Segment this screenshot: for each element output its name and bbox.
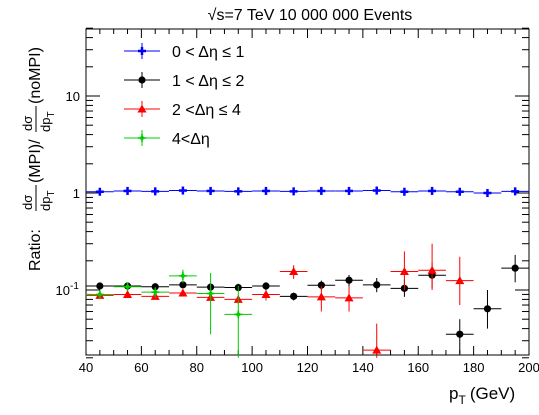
data-point (252, 186, 280, 195)
svg-text:dpT: dpT (38, 111, 57, 132)
x-title-unit: (GeV) (470, 384, 515, 403)
y-title-mpi: (MPI)/ (27, 139, 44, 183)
data-point (445, 319, 474, 354)
x-tick-label: 200 (518, 360, 539, 375)
y-title-frac1-sub: T (46, 190, 57, 196)
data-point (169, 269, 197, 284)
x-tick-label: 120 (297, 360, 319, 375)
x-tick-label: 100 (241, 360, 263, 375)
y-title-frac2-den: dp (38, 118, 53, 132)
data-point (252, 289, 280, 301)
y-axis-title: Ratio: dσ dpT (MPI)/ dσ dpT (noMPI) (20, 47, 57, 271)
data-point (169, 186, 197, 195)
data-point (335, 186, 363, 195)
series-triangle (86, 243, 474, 358)
data-point (86, 187, 114, 196)
x-tick-label: 140 (352, 360, 374, 375)
data-point (196, 272, 225, 335)
data-point (113, 282, 142, 292)
legend-label: 2 <Δη ≤ 4 (172, 102, 241, 119)
legend-item: 1 < Δη ≤ 2 (124, 72, 245, 90)
x-tick-label: 160 (407, 360, 429, 375)
data-point (362, 277, 391, 293)
data-point (141, 287, 170, 298)
series-cross (86, 186, 529, 197)
y-title-frac1-num: dσ (20, 195, 35, 210)
x-axis-title: pT (GeV) (449, 384, 515, 407)
y-title-frac2-num: dσ (20, 116, 35, 131)
data-point (390, 187, 419, 196)
data-point (335, 285, 363, 312)
series-star (86, 269, 253, 358)
data-point (86, 290, 114, 300)
data-point (252, 282, 280, 290)
legend-marker (138, 76, 146, 84)
legend-item: 2 <Δη ≤ 4 (124, 101, 241, 119)
data-point (279, 265, 308, 279)
data-point (362, 186, 391, 195)
x-title-sub: T (458, 393, 466, 407)
data-point (141, 187, 170, 196)
data-point (224, 285, 253, 358)
legend-item: 0 < Δη ≤ 1 (124, 43, 245, 61)
y-title-frac2-sub: T (46, 111, 57, 117)
x-tick-label: 80 (190, 360, 204, 375)
x-tick-label: 180 (463, 360, 485, 375)
data-point (418, 186, 446, 195)
y-tick-label-exp: -1 (70, 281, 79, 292)
y-title-prefix: Ratio: (27, 229, 44, 271)
data-point (279, 187, 308, 196)
data-point (169, 281, 197, 289)
data-point (307, 285, 336, 312)
series-layer (86, 186, 529, 358)
legend-item: 4<Δη (124, 130, 210, 148)
x-tick-label: 40 (79, 360, 93, 375)
x-title-main: p (449, 384, 458, 403)
y-tick-label: 10 (66, 89, 80, 104)
data-point (113, 289, 142, 298)
y-title-frac1-den: dp (38, 197, 53, 211)
data-point (390, 251, 419, 290)
y-tick-label: 10 (56, 283, 70, 298)
data-point (473, 290, 502, 329)
svg-text:Ratio:: Ratio: (27, 229, 44, 271)
svg-text:dpT: dpT (38, 190, 57, 211)
data-point (113, 186, 142, 195)
data-point (418, 243, 446, 290)
data-point (307, 186, 336, 195)
legend-label: 1 < Δη ≤ 2 (172, 73, 245, 90)
data-point (501, 187, 529, 196)
data-point (445, 187, 474, 196)
data-point (445, 256, 474, 306)
legend-marker (138, 47, 146, 55)
legend-label: 0 < Δη ≤ 1 (172, 44, 245, 61)
x-tick-label: 60 (134, 360, 148, 375)
data-point (362, 323, 391, 358)
data-point (335, 274, 363, 286)
x-axis: 40 60 80 100 120 140 160 180 200 (79, 29, 539, 375)
data-point (473, 189, 502, 197)
legend-marker (137, 104, 147, 113)
data-point (279, 292, 308, 301)
legend-marker (138, 134, 146, 142)
data-point (86, 282, 114, 290)
y-title-nompi: (noMPI) (27, 47, 44, 104)
data-point (169, 288, 197, 297)
series-circle (86, 254, 529, 354)
data-point (196, 186, 225, 195)
legend-label: 4<Δη (172, 131, 210, 148)
y-tick-label: 1 (73, 186, 80, 201)
chart-title: √s=7 TeV 10 000 000 Events (208, 7, 413, 24)
legend: 0 < Δη ≤ 1 1 < Δη ≤ 2 2 <Δη ≤ 4 4<Δη (124, 43, 245, 148)
data-point (224, 187, 253, 196)
data-point (501, 254, 529, 283)
